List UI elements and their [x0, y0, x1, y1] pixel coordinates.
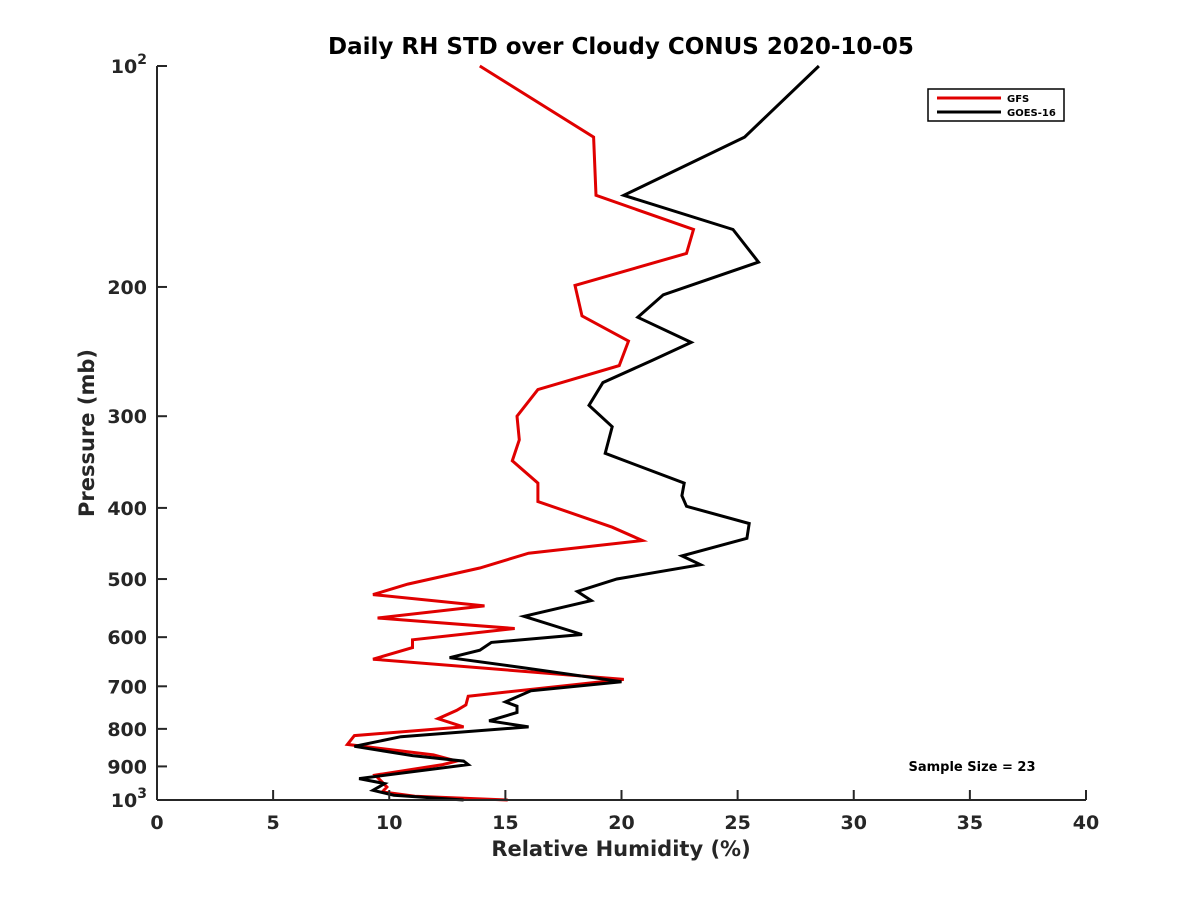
y-tick-label: 900	[107, 756, 147, 778]
y-tick-label: 500	[107, 569, 147, 591]
y-tick-label: 700	[107, 676, 147, 698]
series-line-gfs	[344, 64, 696, 802]
series-line-goes-16	[354, 64, 820, 802]
legend-label: GOES-16	[1007, 108, 1056, 119]
chart-title: Daily RH STD over Cloudy CONUS 2020-10-0…	[328, 34, 914, 60]
y-tick-label: 300	[107, 406, 147, 428]
x-tick-label: 5	[267, 812, 280, 834]
x-tick-label: 0	[150, 812, 163, 834]
y-tick-label: 102	[111, 52, 147, 78]
legend-box	[927, 88, 1065, 122]
x-tick-label: 10	[376, 812, 402, 834]
legend: GFS GOES-16	[927, 88, 1065, 122]
x-tick-label: 30	[841, 812, 867, 834]
x-tick-label: 35	[957, 812, 983, 834]
axes-layer: 0 5 10 15 20 25 30 35 40 102 200 300 400 500 600 700 800…	[107, 52, 1099, 834]
sample-size-annotation: Sample Size = 23	[908, 760, 1035, 775]
x-tick-label: 25	[724, 812, 750, 834]
x-axis-title: Relative Humidity (%)	[491, 837, 750, 861]
x-tick-label: 20	[608, 812, 634, 834]
series-layer	[344, 64, 820, 802]
x-tick-label: 15	[492, 812, 518, 834]
legend-label: GFS	[1007, 94, 1029, 105]
y-tick-label: 400	[107, 498, 147, 520]
y-tick-label: 800	[107, 719, 147, 741]
y-axis-title: Pressure (mb)	[75, 349, 99, 517]
x-tick-label: 40	[1073, 812, 1099, 834]
y-tick-label: 200	[107, 277, 147, 299]
y-tick-label: 103	[111, 786, 147, 812]
y-tick-label: 600	[107, 627, 147, 649]
